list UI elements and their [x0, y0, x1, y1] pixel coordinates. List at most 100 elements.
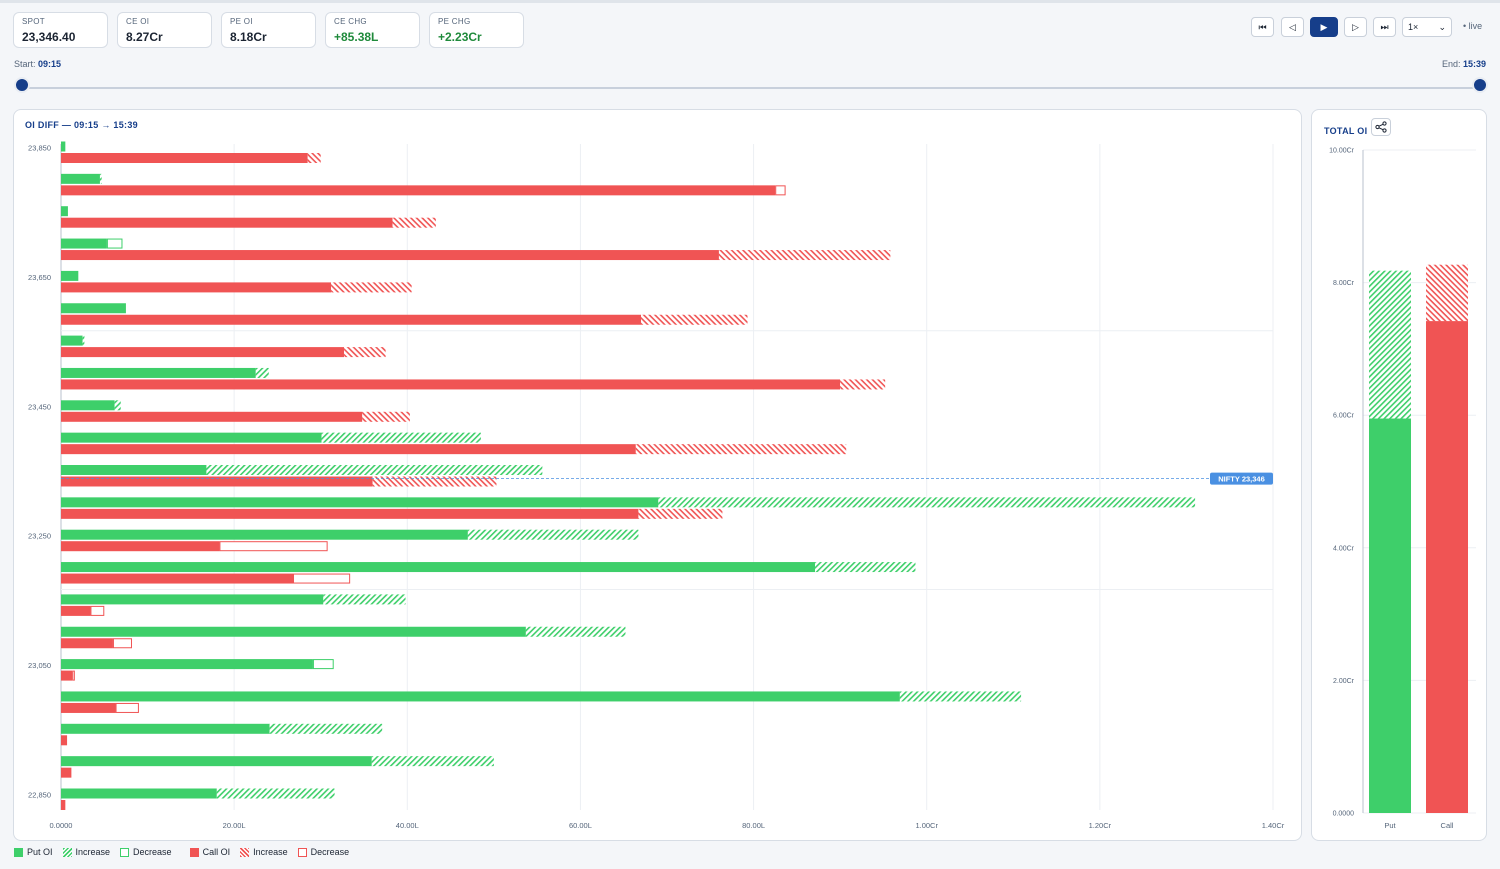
put-increase-bar — [99, 173, 102, 184]
put-oi-bar — [61, 432, 322, 443]
call-decrease-swatch — [297, 847, 307, 857]
pe-chg-card: PE CHG +2.23Cr — [429, 12, 524, 48]
call-oi-bar — [61, 638, 113, 649]
call-oi-bar — [61, 347, 345, 358]
call-increase-bar — [641, 314, 748, 325]
legend-put-increase[interactable]: Increase — [62, 847, 110, 857]
legend-call-increase[interactable]: Increase — [240, 847, 288, 857]
start-time-handle[interactable] — [14, 77, 30, 93]
put-oi-bar — [61, 788, 217, 799]
call-increase-bar — [718, 250, 891, 261]
speed-select[interactable]: 1× ⌄ — [1402, 17, 1452, 37]
skip-to-end-button[interactable]: ⏭ — [1373, 17, 1396, 37]
call-increase-swatch — [240, 847, 250, 857]
call-increase-bar — [372, 476, 497, 487]
chevron-down-icon: ⌄ — [1438, 21, 1446, 32]
x-tick-label: 40.00L — [396, 821, 419, 830]
y-tick-label: 23,450 — [28, 402, 51, 411]
spot-badge — [1210, 472, 1273, 485]
share-icon — [1375, 121, 1387, 133]
put-oi-bar — [61, 529, 468, 540]
put-oi-bar — [61, 497, 659, 508]
call-decrease-bar — [72, 670, 75, 681]
put-total-bar — [1369, 418, 1411, 813]
put-increase-bar — [323, 594, 406, 605]
put-increase-swatch — [62, 847, 72, 857]
speed-value: 1× — [1408, 22, 1419, 32]
put-increase-bar — [467, 529, 639, 540]
put-oi-bar — [61, 206, 68, 217]
step-back-button[interactable]: ◁ — [1281, 17, 1304, 37]
put-oi-bar — [61, 626, 526, 637]
start-time-value: 09:15 — [38, 59, 62, 69]
start-time-label: Start: 09:15 — [14, 59, 61, 69]
put-increase-bar — [658, 497, 1196, 508]
play-icon: ▶ — [1320, 21, 1328, 32]
y-tick-label: 4.00Cr — [1333, 545, 1355, 552]
legend-call-label: Call OI — [202, 847, 231, 857]
call-oi-bar — [61, 379, 841, 390]
call-swatch — [189, 847, 199, 857]
ce-chg-card: CE CHG +85.38L — [325, 12, 420, 48]
call-increase-bar — [307, 153, 321, 163]
time-range-track[interactable] — [20, 87, 1480, 89]
call-decrease-bar — [293, 573, 351, 584]
put-increase-bar — [216, 788, 335, 799]
call-decrease-bar — [112, 638, 132, 649]
call-oi-bar — [61, 508, 639, 519]
call-oi-bar — [61, 800, 66, 810]
skip-to-start-button[interactable]: ⏮ — [1251, 17, 1274, 37]
call-oi-bar — [61, 735, 68, 746]
share-button[interactable] — [1371, 118, 1391, 136]
call-decrease-bar — [775, 185, 786, 196]
put-oi-bar — [61, 173, 100, 184]
call-oi-bar — [61, 444, 636, 455]
legend-call-decrease[interactable]: Decrease — [297, 847, 350, 857]
end-time-handle[interactable] — [1472, 77, 1488, 93]
call-oi-bar — [61, 185, 776, 196]
put-increase-bar — [82, 335, 85, 346]
put-oi-bar — [61, 756, 372, 767]
legend-put-oi[interactable]: Put OI — [14, 847, 53, 857]
pe-chg-label: PE CHG — [438, 17, 471, 26]
call-oi-bar — [61, 670, 73, 681]
legend-put-decrease[interactable]: Decrease — [120, 847, 172, 857]
x-tick-label: 20.00L — [223, 821, 246, 830]
ce-oi-card: CE OI 8.27Cr — [117, 12, 212, 48]
legend-call-decrease-label: Decrease — [310, 847, 350, 857]
x-tick-label: Put — [1384, 821, 1396, 830]
call-increase-bar — [638, 508, 723, 519]
call-oi-bar — [61, 153, 308, 163]
pe-oi-label: PE OI — [230, 17, 253, 26]
put-increase-bar — [899, 691, 1022, 702]
put-increase-bar — [525, 626, 626, 637]
put-oi-bar — [61, 691, 900, 702]
y-tick-label: 8.00Cr — [1333, 280, 1355, 287]
put-decrease-bar — [106, 238, 123, 249]
end-label-text: End: — [1441, 59, 1461, 69]
call-oi-bar — [61, 250, 719, 261]
put-increase-bar — [269, 723, 383, 734]
x-tick-label: Call — [1441, 821, 1454, 830]
legend-call-oi[interactable]: Call OI — [189, 847, 231, 857]
play-button[interactable]: ▶ — [1310, 17, 1338, 37]
end-time-value: 15:39 — [1462, 59, 1486, 69]
put-oi-bar — [61, 562, 816, 573]
y-tick-label: 6.00Cr — [1333, 413, 1355, 420]
skip-to-end-icon: ⏭ — [1380, 21, 1389, 32]
legend-put-decrease-label: Decrease — [133, 847, 172, 857]
total-oi-title: TOTAL OI — [1324, 126, 1368, 136]
y-tick-label: 23,850 — [28, 144, 51, 153]
step-back-icon: ◁ — [1289, 21, 1296, 32]
total-oi-chart: 0.0000 2.00Cr 4.00Cr 6.00Cr 8.00Cr 10.00Cr Put… — [1329, 148, 1476, 830]
y-tick-label: 0.0000 — [1333, 811, 1355, 818]
legend-call-increase-label: Increase — [253, 847, 288, 857]
pe-oi-card: PE OI 8.18Cr — [221, 12, 316, 48]
legend-put-label: Put OI — [27, 847, 53, 857]
call-oi-bar — [61, 573, 294, 584]
put-increase-bar — [371, 756, 494, 767]
step-forward-button[interactable]: ▷ — [1344, 17, 1367, 37]
call-oi-bar — [61, 767, 72, 778]
y-tick-label: 2.00Cr — [1333, 678, 1355, 685]
put-oi-bar — [61, 723, 270, 734]
